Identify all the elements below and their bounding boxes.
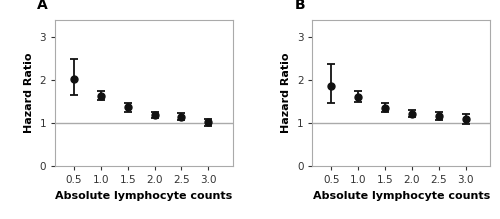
X-axis label: Absolute lymphocyte counts: Absolute lymphocyte counts bbox=[55, 191, 233, 201]
X-axis label: Absolute lymphocyte counts: Absolute lymphocyte counts bbox=[312, 191, 490, 201]
Text: A: A bbox=[37, 0, 48, 12]
Y-axis label: Hazard Ratio: Hazard Ratio bbox=[281, 53, 291, 133]
Y-axis label: Hazard Ratio: Hazard Ratio bbox=[24, 53, 34, 133]
Text: B: B bbox=[294, 0, 306, 12]
